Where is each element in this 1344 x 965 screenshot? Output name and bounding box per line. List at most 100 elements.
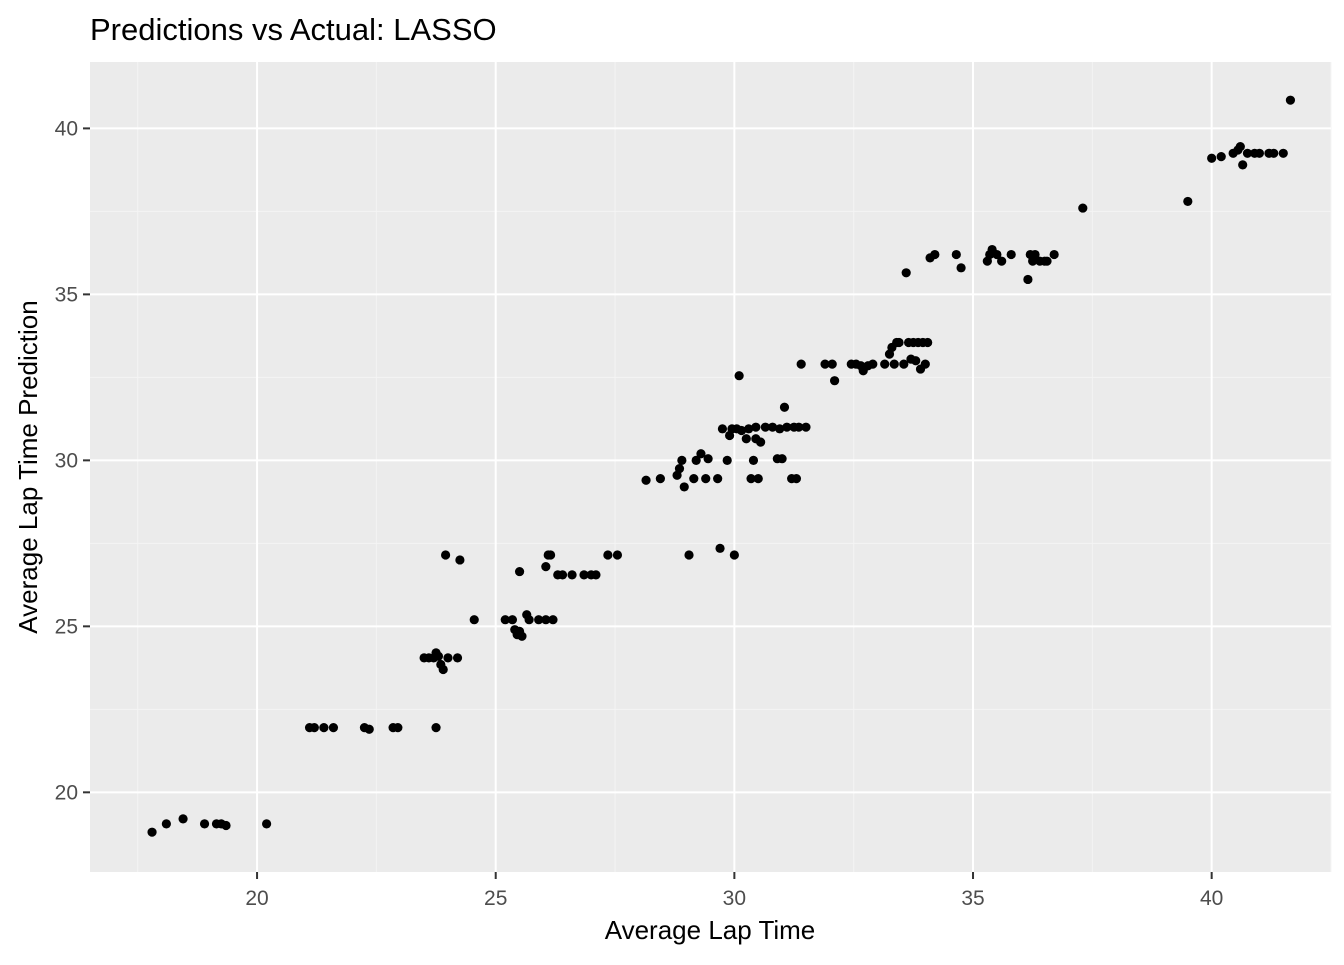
data-point bbox=[691, 455, 701, 465]
y-tick-label: 35 bbox=[55, 283, 78, 306]
data-point bbox=[178, 814, 188, 824]
data-point bbox=[641, 475, 651, 485]
data-point bbox=[567, 570, 577, 580]
data-point bbox=[443, 653, 453, 663]
data-point bbox=[1078, 203, 1088, 213]
data-point bbox=[734, 371, 744, 381]
data-point bbox=[507, 615, 518, 625]
x-axis-ticks: 20 25 30 35 40 bbox=[245, 872, 1223, 910]
data-point bbox=[514, 566, 525, 577]
data-point bbox=[612, 550, 623, 560]
data-point bbox=[777, 454, 787, 464]
data-point bbox=[677, 455, 687, 465]
data-point bbox=[1254, 148, 1265, 158]
data-point bbox=[696, 449, 706, 459]
data-point bbox=[775, 424, 785, 434]
data-point bbox=[309, 722, 319, 733]
data-point bbox=[1207, 153, 1217, 163]
plot-panel bbox=[90, 62, 1331, 872]
data-point bbox=[433, 651, 444, 661]
data-point bbox=[779, 402, 790, 412]
data-point bbox=[901, 268, 911, 278]
data-point bbox=[744, 424, 754, 434]
data-point bbox=[500, 615, 510, 625]
data-point bbox=[1285, 95, 1296, 105]
data-point bbox=[534, 615, 544, 625]
data-point bbox=[221, 820, 231, 831]
x-tick-label: 25 bbox=[484, 887, 507, 910]
y-axis-title: Average Lap Time Prediction bbox=[13, 300, 43, 633]
y-axis-ticks: 20 25 30 35 40 bbox=[55, 117, 90, 804]
data-point bbox=[603, 550, 613, 560]
data-point bbox=[199, 819, 210, 829]
data-point bbox=[655, 474, 665, 484]
data-point bbox=[703, 454, 713, 464]
data-point bbox=[579, 570, 589, 580]
data-point bbox=[820, 359, 830, 369]
data-point bbox=[746, 474, 756, 484]
data-point bbox=[791, 474, 802, 484]
data-point bbox=[517, 631, 527, 641]
data-point bbox=[262, 819, 272, 829]
data-point bbox=[393, 722, 403, 733]
data-point bbox=[1023, 274, 1033, 285]
y-tick-label: 25 bbox=[55, 615, 78, 638]
minor-gridlines bbox=[90, 62, 1332, 872]
data-point bbox=[997, 256, 1007, 266]
data-point bbox=[684, 550, 694, 560]
data-point bbox=[440, 550, 451, 560]
data-point bbox=[741, 434, 751, 444]
data-point bbox=[722, 455, 732, 465]
x-tick-label: 20 bbox=[245, 887, 268, 910]
data-point bbox=[956, 263, 966, 273]
data-point bbox=[715, 543, 725, 553]
data-point bbox=[729, 550, 739, 560]
data-point bbox=[748, 455, 759, 465]
data-point bbox=[524, 615, 534, 625]
data-point bbox=[319, 722, 329, 733]
data-point bbox=[782, 422, 792, 432]
data-point bbox=[794, 422, 804, 432]
data-point bbox=[751, 422, 761, 432]
data-point bbox=[760, 422, 770, 432]
data-point bbox=[951, 249, 961, 260]
data-point bbox=[469, 615, 479, 625]
y-tick-label: 30 bbox=[55, 449, 78, 472]
chart-title: Predictions vs Actual: LASSO bbox=[90, 12, 497, 47]
data-point bbox=[1006, 249, 1016, 260]
data-point bbox=[830, 376, 840, 386]
data-point bbox=[147, 827, 157, 837]
x-tick-label: 30 bbox=[723, 887, 746, 910]
data-point bbox=[796, 359, 806, 369]
data-point bbox=[1242, 148, 1253, 158]
data-point bbox=[701, 474, 711, 484]
data-point bbox=[438, 664, 448, 675]
data-point bbox=[1278, 148, 1288, 158]
data-point bbox=[753, 474, 763, 484]
data-point bbox=[827, 359, 837, 369]
data-point bbox=[161, 819, 171, 829]
data-point bbox=[591, 570, 601, 580]
y-tick-label: 20 bbox=[55, 781, 78, 804]
data-point bbox=[1235, 142, 1245, 152]
data-point bbox=[889, 359, 899, 369]
x-tick-label: 40 bbox=[1200, 887, 1223, 910]
data-point bbox=[920, 359, 930, 369]
data-point bbox=[546, 550, 556, 560]
x-axis-title: Average Lap Time bbox=[605, 915, 816, 945]
data-point bbox=[689, 474, 699, 484]
data-point bbox=[992, 249, 1002, 260]
data-point bbox=[455, 555, 465, 565]
data-point bbox=[880, 359, 890, 369]
data-point bbox=[679, 482, 689, 492]
data-point bbox=[1042, 256, 1052, 266]
data-point bbox=[541, 561, 551, 572]
data-point bbox=[899, 359, 909, 369]
data-point bbox=[713, 474, 723, 484]
data-point bbox=[930, 249, 940, 260]
data-point bbox=[1049, 249, 1059, 260]
data-points bbox=[147, 95, 1296, 837]
data-point bbox=[717, 424, 728, 434]
data-point bbox=[431, 722, 441, 733]
